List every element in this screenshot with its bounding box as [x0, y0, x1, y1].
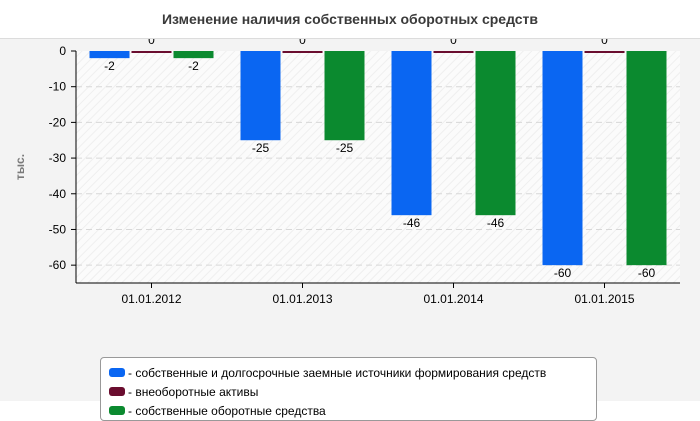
- data-label: 0: [601, 39, 608, 47]
- x-tick-label: 01.01.2013: [272, 292, 332, 306]
- bar-series2[interactable]: [433, 51, 474, 53]
- y-tick-label: -20: [49, 115, 67, 129]
- y-axis-label: тыс.: [13, 154, 27, 180]
- data-label: 0: [450, 39, 457, 47]
- y-tick-label: 0: [59, 44, 66, 58]
- data-label: -46: [487, 216, 505, 230]
- data-label: -60: [638, 266, 656, 280]
- y-tick-label: -30: [49, 151, 67, 165]
- bar-series3[interactable]: [324, 51, 365, 141]
- legend-label: - внеоборотные активы: [128, 384, 259, 399]
- data-label: -25: [336, 141, 354, 155]
- x-tick-label: 01.01.2012: [121, 292, 181, 306]
- data-label: -2: [104, 59, 115, 73]
- legend-label: - собственные и долгосрочные заемные ист…: [128, 365, 547, 380]
- x-tick-label: 01.01.2014: [423, 292, 483, 306]
- legend-item[interactable]: - собственные и долгосрочные заемные ист…: [109, 363, 596, 382]
- data-label: -2: [188, 59, 199, 73]
- y-tick-label: -10: [49, 80, 67, 94]
- legend-item[interactable]: - внеоборотные активы: [109, 382, 596, 401]
- bar-series3[interactable]: [626, 51, 667, 266]
- chart-panel: 0 -10 -20 -30 -40 -50 -60 01.01.2012 -2 0 -2 01.01.…: [0, 38, 700, 421]
- bar-series1[interactable]: [391, 51, 432, 216]
- data-label: -60: [554, 266, 572, 280]
- y-tick-label: -40: [49, 187, 67, 201]
- bar-series2[interactable]: [282, 51, 323, 53]
- y-tick-label: -60: [49, 258, 67, 272]
- bar-series3[interactable]: [475, 51, 516, 216]
- bar-series2[interactable]: [584, 51, 625, 53]
- data-label: 0: [299, 39, 306, 47]
- legend-item[interactable]: - собственные оборотные средства: [109, 401, 596, 420]
- legend: - собственные и долгосрочные заемные ист…: [100, 357, 597, 421]
- x-tick-label: 01.01.2015: [574, 292, 634, 306]
- y-tick-label: -50: [49, 222, 67, 236]
- data-label: -25: [252, 141, 270, 155]
- bar-series3[interactable]: [173, 51, 214, 59]
- plot-area: [76, 51, 680, 283]
- data-label: -46: [403, 216, 421, 230]
- bar-series1[interactable]: [240, 51, 281, 141]
- chart-title: Изменение наличия собственных оборотных …: [161, 11, 539, 27]
- data-label: 0: [148, 39, 155, 47]
- legend-swatch-series1: [109, 368, 125, 377]
- chart-svg: 0-10-20-30-40-50-6001.01.2012-20-201.01.…: [13, 39, 680, 306]
- bar-series1[interactable]: [542, 51, 583, 266]
- legend-label: - собственные оборотные средства: [128, 403, 326, 418]
- bar-series1[interactable]: [89, 51, 130, 59]
- legend-swatch-series2: [109, 387, 125, 396]
- bar-series2[interactable]: [131, 51, 172, 53]
- legend-swatch-series3: [109, 406, 125, 415]
